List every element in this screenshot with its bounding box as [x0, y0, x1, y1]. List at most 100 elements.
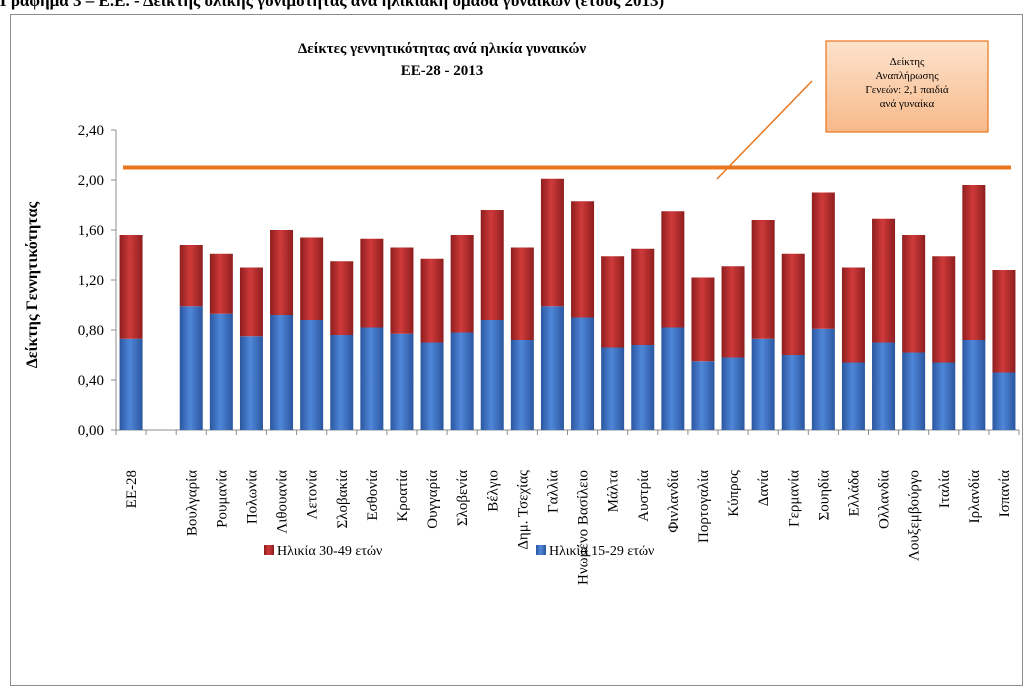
bar-30-49 [661, 211, 685, 328]
chart-title: Δείκτες γεννητικότητας ανά ηλικία γυναικ… [298, 41, 587, 57]
bar-30-49 [209, 253, 233, 314]
bar-30-49 [390, 247, 414, 334]
bar-30-49 [119, 235, 143, 339]
bar-15-29 [330, 335, 354, 430]
x-tick-label: Σουηδία [816, 470, 832, 521]
x-tick-label: Ιρλανδία [967, 470, 983, 523]
x-tick-label: Ιταλία [937, 470, 953, 508]
bar-15-29 [872, 342, 896, 430]
x-tick-label: Ηνωμένο Βασίλειο [576, 470, 592, 585]
x-tick-label: Λετονία [305, 470, 321, 520]
bar-15-29 [571, 317, 595, 430]
bar-30-49 [540, 178, 564, 307]
bar-15-29 [270, 315, 294, 430]
y-tick-label: 2,00 [78, 173, 104, 189]
y-axis-title: Δείκτης Γεννητικότητας [24, 201, 41, 368]
x-tick-label: Γερμανία [786, 470, 802, 527]
callout-pointer [716, 80, 813, 180]
bar-30-49 [721, 266, 745, 358]
bar-15-29 [601, 347, 625, 430]
bar-15-29 [510, 340, 534, 430]
bar-15-29 [841, 362, 865, 430]
legend-swatch-15-29 [536, 545, 546, 555]
bar-30-49 [872, 218, 896, 343]
x-tick-label: Ολλανδία [877, 470, 893, 529]
bar-30-49 [480, 210, 504, 320]
x-tick-label: Ελλάδα [846, 470, 862, 517]
y-tick-label: 1,60 [78, 223, 104, 239]
bar-30-49 [992, 270, 1016, 373]
x-tick-label: Κύπρος [726, 470, 742, 517]
bar-30-49 [239, 267, 263, 337]
bar-15-29 [540, 306, 564, 430]
bar-15-29 [209, 313, 233, 430]
bar-15-29 [360, 327, 384, 430]
bar-30-49 [902, 235, 926, 353]
document-caption: Γράφημα 3 – Ε.Ε. - Δείκτης ολικής γονιμό… [0, 0, 665, 10]
x-tick-label: Κροατία [395, 470, 411, 522]
bar-30-49 [450, 235, 474, 333]
bar-15-29 [932, 362, 956, 430]
bars-group [115, 178, 1020, 435]
bar-30-49 [179, 245, 203, 307]
bar-15-29 [420, 342, 444, 430]
bar-30-49 [962, 185, 986, 340]
bar-30-49 [691, 277, 715, 362]
bar-15-29 [721, 357, 745, 430]
legend: Ηλικία 30-49 ετών Ηλικία 15-29 ετών [264, 544, 654, 559]
x-tick-label: Αυστρία [636, 470, 652, 522]
x-tick-label: Πολωνία [244, 470, 260, 524]
bar-15-29 [300, 320, 324, 430]
y-tick-label: 0,00 [78, 423, 104, 439]
x-tick-label: Βουλγαρία [184, 470, 200, 536]
bar-30-49 [330, 261, 354, 335]
chart-svg: Δείκτες γεννητικότητας ανά ηλικία γυναικ… [24, 40, 1020, 585]
x-tick-label: Ισπανία [997, 470, 1013, 517]
bar-15-29 [390, 333, 414, 430]
x-tick-label: ΕΕ-28 [124, 470, 140, 508]
bar-30-49 [571, 201, 595, 318]
legend-label-15-29: Ηλικία 15-29 ετών [549, 544, 654, 559]
bar-15-29 [631, 345, 655, 430]
bar-30-49 [510, 247, 534, 340]
y-tick-label: 2,40 [78, 123, 104, 139]
bar-15-29 [811, 328, 835, 430]
bar-15-29 [661, 327, 685, 430]
bar-15-29 [691, 361, 715, 430]
bar-30-49 [601, 256, 625, 348]
x-tick-label: Βέλγιο [485, 470, 501, 512]
bar-15-29 [992, 372, 1016, 430]
bar-30-49 [631, 248, 655, 345]
x-tick-label: Σλοβενία [455, 470, 471, 526]
callout-box: Δείκτης Αναπλήρωσης Γενεών: 2,1 παιδιά α… [825, 40, 989, 133]
x-tick-label: Λιθουανία [275, 470, 291, 534]
bar-15-29 [962, 340, 986, 430]
bar-30-49 [751, 220, 775, 339]
bar-15-29 [902, 352, 926, 430]
y-tick-label: 0,80 [78, 323, 104, 339]
bar-30-49 [300, 237, 324, 320]
bar-30-49 [270, 230, 294, 315]
bar-30-49 [841, 267, 865, 363]
x-tick-label: Μάλτα [606, 470, 622, 512]
bar-30-49 [360, 238, 384, 328]
bar-30-49 [932, 256, 956, 363]
x-axis-labels: ΕΕ-28 Βουλγαρία Ρουμανία Πολωνία Λιθουανία Λε… [124, 470, 1013, 585]
chart-frame: Δείκτες γεννητικότητας ανά ηλικία γυναικ… [10, 14, 1023, 686]
y-tick-label: 0,40 [78, 373, 104, 389]
bar-15-29 [119, 338, 143, 430]
x-tick-label: Εσθονία [365, 470, 381, 521]
x-tick-label: Ρουμανία [214, 470, 230, 528]
callout-line-3: Γενεών: 2,1 παιδιά [865, 84, 949, 96]
bar-15-29 [781, 355, 805, 430]
callout-line-2: Αναπλήρωσης [875, 70, 939, 82]
x-tick-label: Ουγγαρία [425, 470, 441, 529]
bar-30-49 [811, 192, 835, 329]
bar-30-49 [420, 258, 444, 343]
x-tick-label: Δανία [756, 470, 772, 506]
x-tick-label: Φινλανδία [666, 470, 682, 533]
y-tick-label: 1,20 [78, 273, 104, 289]
x-tick-label: Λουξεμβούργο [907, 470, 923, 561]
x-tick-label: Πορτογαλία [696, 470, 712, 543]
x-tick-label: Δημ. Τσεχίας [515, 470, 531, 550]
